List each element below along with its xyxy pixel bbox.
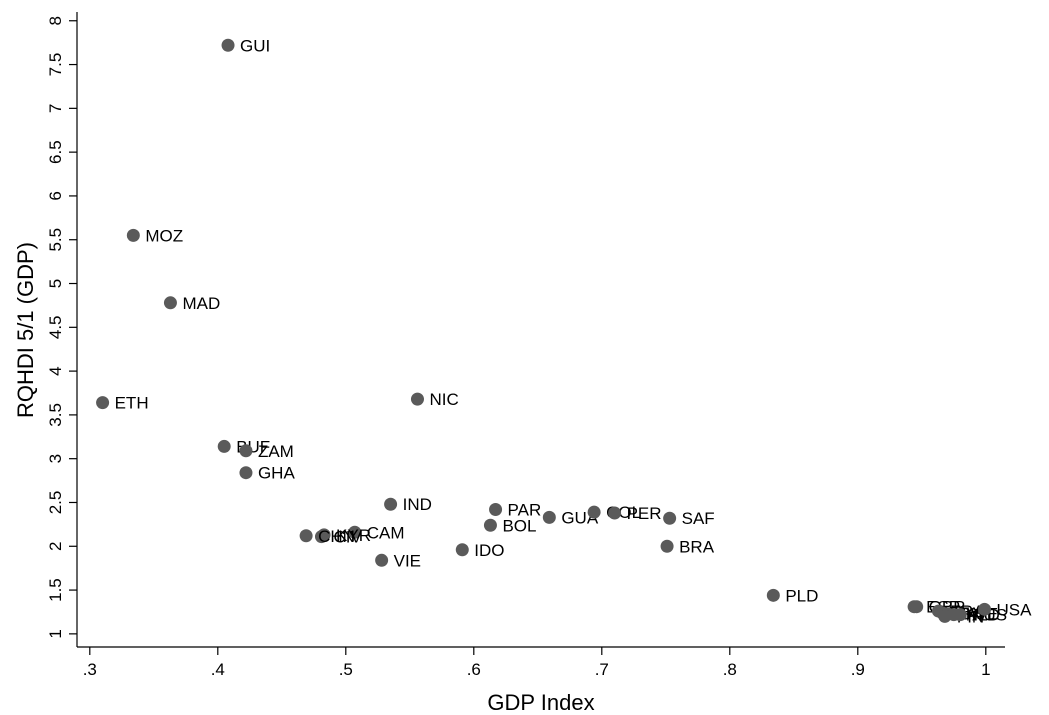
point-label-gui: GUI [240,36,270,55]
data-point-ido [455,543,469,557]
data-point-vie [375,553,389,567]
point-label-ind: IND [403,495,432,514]
data-point-chn [299,529,313,543]
data-point-col [587,505,601,519]
y-tick-label: 6 [46,191,65,200]
y-tick-label: 3 [46,454,65,463]
point-label-kyr: KYR [336,526,371,545]
x-tick-label: .4 [211,660,225,679]
data-point-ind [384,497,398,511]
y-tick-label: 5.5 [46,228,65,252]
y-tick-label: 7 [46,104,65,113]
point-label-ido: IDO [474,541,504,560]
point-label-gha: GHA [258,464,296,483]
x-tick-label: .3 [83,660,97,679]
y-tick-label: 3.5 [46,403,65,427]
point-label-civ: CIV [333,528,362,547]
point-label-par: PAR [508,500,542,519]
y-tick-label: 1 [46,629,65,638]
point-label-saf: SAF [682,509,715,528]
x-tick-label: 1 [981,660,990,679]
y-tick-label: 8 [46,16,65,25]
point-label-mad: MAD [182,294,220,313]
y-tick-label: 1.5 [46,578,65,602]
data-point-usa [978,602,992,616]
point-label-zam: ZAM [258,442,294,461]
point-label-cam: CAM [367,523,405,542]
data-point-zam [239,444,253,458]
x-tick-label: .6 [467,660,481,679]
data-point-buf [217,439,231,453]
point-label-eth: ETH [115,394,149,413]
y-tick-label: 4 [46,366,65,375]
point-label-pld: PLD [785,586,818,605]
x-tick-label: .5 [339,660,353,679]
y-tick-label: 7.5 [46,53,65,77]
point-label-chn: CHN [318,527,355,546]
data-point-gbr [910,600,924,614]
data-point-eth [96,396,110,410]
point-label-moz: MOZ [145,226,183,245]
data-point-gua [542,510,556,524]
y-tick-label: 6.5 [46,140,65,164]
data-point-par [489,502,503,516]
data-point-aus [953,608,967,622]
y-axis-title: RQHDI 5/1 (GDP) [13,242,38,418]
point-label-nic: NIC [429,390,458,409]
data-point-civ [314,530,328,544]
x-tick-label: .7 [595,660,609,679]
axis-ticks: .3 .4 .5 .6 .7 .8 .9 1 1 1.5 2 2.5 3 3.5 4 4.5 5 5.5 6 6.5 7… [46,16,991,679]
data-point-pld [766,588,780,602]
x-tick-label: .8 [723,660,737,679]
data-point-per [608,506,622,520]
plot-area: .3 .4 .5 .6 .7 .8 .9 1 1 1.5 2 2.5 3 3.5 4 4.5 5 5.5 6 6.5 7… [46,12,1032,679]
x-axis-title: GDP Index [487,690,594,715]
data-point-cam [348,525,362,539]
data-point-mad [163,296,177,310]
data-point-gui [221,38,235,52]
y-tick-label: 2.5 [46,491,65,515]
data-point-bol [483,518,497,532]
data-point-nic [410,392,424,406]
point-label-vie: VIE [394,551,421,570]
y-tick-label: 2 [46,542,65,551]
point-label-bol: BOL [502,516,536,535]
data-point-saf [663,511,677,525]
x-tick-label: .9 [851,660,865,679]
data-point-moz [126,228,140,242]
y-tick-label: 5 [46,279,65,288]
data-point-gha [239,466,253,480]
point-label-bra: BRA [679,537,715,556]
point-label-usa: USA [997,600,1033,619]
y-tick-label: 4.5 [46,315,65,339]
point-label-per: PER [627,504,662,523]
data-point-bra [660,539,674,553]
